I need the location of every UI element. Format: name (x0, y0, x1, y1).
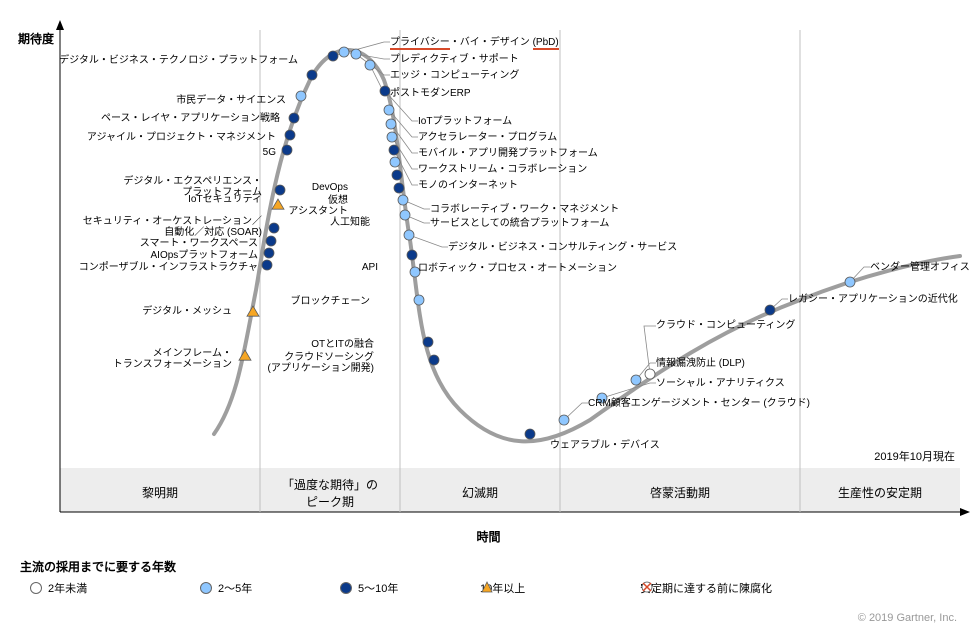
tech-label: クラウドソーシング(アプリケーション開発) (268, 352, 374, 374)
tech-label: プライバシー・バイ・デザイン (PbD) (390, 37, 559, 48)
phase-label: 生産性の安定期 (800, 484, 960, 501)
legend-item: 5～10年 (340, 580, 398, 596)
tech-label: 5G (263, 147, 276, 158)
phase-label: 幻滅期 (400, 484, 560, 501)
tech-label: 情報漏洩防止 (DLP) (656, 358, 745, 369)
legend-item: 2～5年 (200, 580, 252, 596)
phase-label: 啓蒙活動期 (560, 484, 800, 501)
tech-label: ベンダー管理オフィス (870, 262, 970, 273)
tech-label: ロボティック・プロセス・オートメーション (418, 263, 617, 274)
tech-label: アジャイル・プロジェクト・マネジメント (87, 132, 276, 143)
tech-label: レガシー・アプリケーションの近代化 (788, 294, 958, 305)
tech-label: API (362, 262, 378, 273)
tech-label: クラウド・コンピューティング (656, 320, 795, 331)
tech-label: デジタル・ビジネス・コンサルティング・サービス (448, 242, 677, 253)
tech-label: ブロックチェーン (291, 296, 371, 307)
copyright: © 2019 Gartner, Inc. (858, 612, 957, 624)
tech-label: コラボレーティブ・ワーク・マネジメント (430, 204, 619, 215)
tech-label: 市民データ・サイエンス (176, 95, 286, 106)
tech-label: 仮想アシスタント (288, 195, 348, 217)
tech-label: プレディクティブ・サポート (390, 54, 519, 65)
legend-item: 10年以上 (480, 580, 525, 596)
tech-label: ソーシャル・アナリティクス (656, 378, 785, 389)
tech-label: IoTプラットフォーム (418, 116, 512, 127)
y-axis-label: 期待度 (18, 30, 54, 47)
tech-label: デジタル・メッシュ (142, 306, 232, 317)
tech-label: CRM顧客エンゲージメント・センター (クラウド) (588, 398, 810, 409)
tech-label: 人工知能 (330, 217, 370, 228)
tech-label: AIOpsプラットフォーム (151, 250, 259, 261)
tech-label: OTとITの融合 (311, 339, 374, 350)
tech-label: コンポーザブル・インフラストラクチャ (79, 262, 258, 273)
tech-label: DevOps (312, 182, 348, 193)
legend-item: 安定期に達する前に陳腐化 (640, 580, 772, 596)
date-note: 2019年10月現在 (874, 448, 955, 464)
x-axis-label: 時間 (0, 528, 977, 545)
legend-title: 主流の採用までに要する年数 (20, 558, 176, 575)
tech-label: エッジ・コンピューティング (390, 70, 519, 81)
tech-label: スマート・ワークスペース (140, 238, 258, 249)
tech-label: サービスとしての統合プラットフォーム (430, 218, 609, 229)
tech-label: デジタル・ビジネス・テクノロジ・プラットフォーム (59, 55, 298, 66)
tech-label: ペース・レイヤ・アプリケーション戦略 (101, 113, 280, 124)
tech-label: ウェアラブル・デバイス (550, 440, 660, 451)
phase-label: 黎明期 (60, 484, 260, 501)
tech-label: モバイル・アプリ開発プラットフォーム (418, 148, 598, 159)
tech-label: デジタル・エクスペリエンス・プラットフォーム (123, 176, 262, 198)
tech-label: メインフレーム・トランスフォーメーション (113, 348, 232, 370)
tech-label: ポストモダンERP (390, 88, 471, 99)
tech-label: アクセラレーター・プログラム (418, 132, 557, 143)
tech-label: ワークストリーム・コラボレーション (418, 164, 587, 175)
tech-label: セキュリティ・オーケストレーション／自動化／対応 (SOAR) (83, 216, 262, 238)
phase-label: 「過度な期待」のピーク期 (260, 476, 400, 510)
tech-label: モノのインターネット (418, 180, 518, 191)
legend-item: 2年未満 (30, 580, 87, 596)
